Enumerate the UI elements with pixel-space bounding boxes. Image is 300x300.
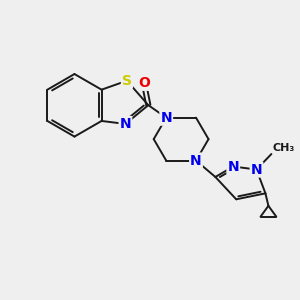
Text: S: S	[122, 74, 132, 88]
Text: N: N	[227, 160, 239, 173]
Text: O: O	[138, 76, 150, 90]
Text: CH₃: CH₃	[273, 142, 295, 152]
Text: N: N	[120, 117, 131, 131]
Text: N: N	[251, 163, 262, 176]
Text: N: N	[190, 154, 202, 168]
Text: N: N	[160, 111, 172, 125]
